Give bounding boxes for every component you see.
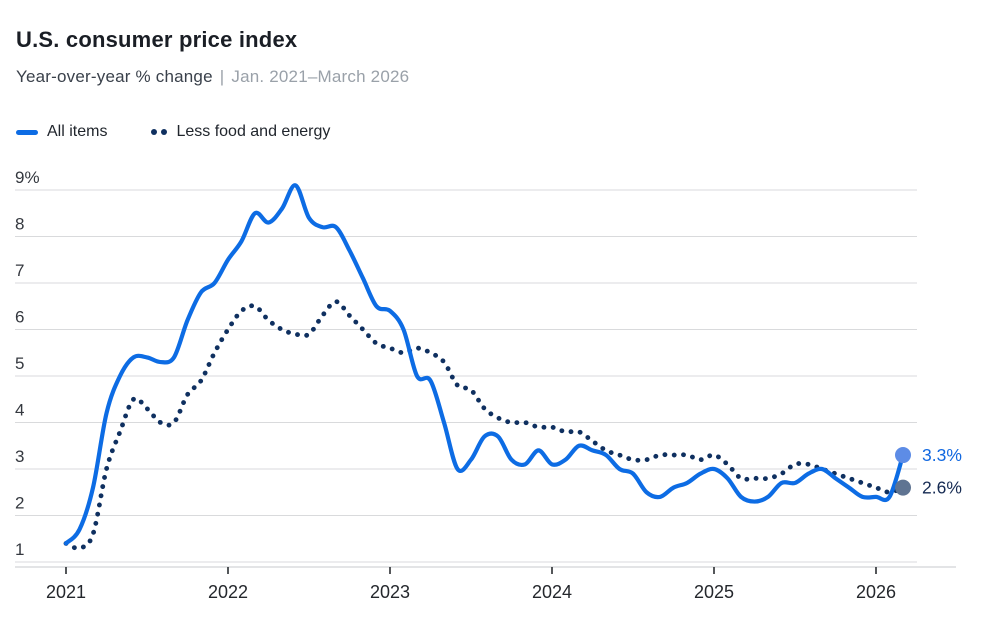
chart-legend: All items Less food and energy — [16, 123, 330, 141]
y-axis-label: 1 — [15, 540, 24, 559]
page-title: U.S. consumer price index — [16, 27, 298, 52]
x-axis-label: 2024 — [532, 582, 572, 602]
legend-item-less-food-and-energy: Less food and energy — [151, 123, 330, 141]
x-axis-label: 2023 — [370, 582, 410, 602]
series-line-less-food-and-energy — [63, 299, 906, 551]
y-axis-label: 4 — [15, 401, 24, 420]
end-value-label: 2.6% — [922, 478, 962, 498]
y-axis-label: 5 — [15, 354, 24, 373]
x-axis-label: 2021 — [46, 582, 86, 602]
legend-label-less-food-and-energy: Less food and energy — [176, 123, 331, 140]
end-value-label: 3.3% — [922, 445, 962, 465]
y-axis-label: 3 — [15, 447, 24, 466]
legend-label-all-items: All items — [47, 123, 108, 140]
x-axis-label: 2025 — [694, 582, 734, 602]
solid-line-swatch-icon — [16, 129, 38, 135]
subtitle-separator: | — [219, 67, 225, 86]
subtitle-date-range: Jan. 2021–March 2026 — [231, 67, 410, 86]
dotted-line-swatch-icon — [151, 129, 168, 135]
y-axis-label: 9% — [15, 168, 40, 187]
chart-subtitle: Year-over-year % change | Jan. 2021–March … — [16, 67, 409, 87]
cpi-line-chart: 1 2 3 4 5 6 7 8 9% 2021 2022 2023 2024 2025 2026 3.3% 2.… — [15, 168, 962, 602]
subtitle-measure: Year-over-year % change — [16, 67, 213, 86]
y-axis-label: 8 — [15, 215, 24, 234]
legend-item-all-items: All items — [16, 123, 107, 141]
series-line-all-items — [63, 183, 906, 546]
y-axis-label: 7 — [15, 261, 24, 280]
end-marker-dot — [895, 447, 911, 464]
y-axis-label: 6 — [15, 308, 24, 327]
x-axis-label: 2022 — [208, 582, 248, 602]
x-axis-label: 2026 — [856, 582, 896, 602]
end-marker-dot — [895, 479, 911, 496]
y-axis-label: 2 — [15, 494, 24, 513]
